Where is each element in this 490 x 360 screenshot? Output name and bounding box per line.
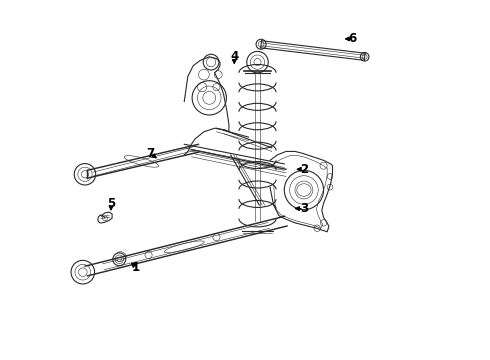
Text: 6: 6 <box>348 32 356 45</box>
Text: 3: 3 <box>300 202 308 215</box>
Text: 1: 1 <box>132 261 140 274</box>
Text: 5: 5 <box>107 197 115 210</box>
Text: 7: 7 <box>147 147 154 160</box>
Text: 4: 4 <box>230 50 239 63</box>
Text: 2: 2 <box>300 163 308 176</box>
